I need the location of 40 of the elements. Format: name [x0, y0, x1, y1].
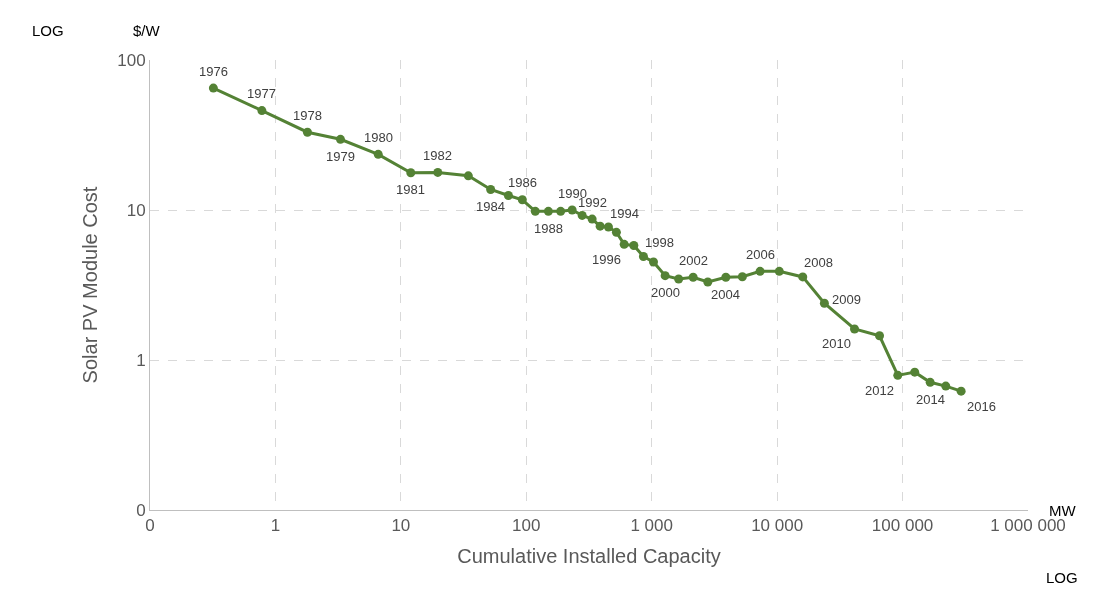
annotation: 2008 — [804, 255, 833, 270]
annotation: 1979 — [326, 149, 355, 164]
text: MW — [1049, 502, 1077, 519]
annotation: 2010 — [822, 336, 851, 351]
text: $/W — [133, 22, 161, 39]
x-tick-label: 100 — [512, 516, 541, 536]
annotation: 1982 — [423, 148, 452, 163]
annotation: 2004 — [711, 287, 740, 302]
annotation: 2009 — [832, 292, 861, 307]
x-tick-label: 10 000 — [751, 516, 804, 536]
annotation: 1988 — [534, 221, 563, 236]
x-tick-label: 100 000 — [871, 516, 934, 536]
annotation: 1996 — [592, 252, 621, 267]
text: LOG — [32, 22, 64, 39]
x-axis-title: Cumulative Installed Capacity — [457, 544, 721, 567]
y-tick-label: 100 — [117, 50, 146, 70]
annotation: 1980 — [364, 130, 393, 145]
annotation: 1977 — [247, 86, 276, 101]
annotation: 2006 — [746, 247, 775, 262]
x-tick-label: 1 000 — [630, 516, 673, 536]
annotation: 1994 — [610, 206, 639, 221]
x-tick-label: 1 — [270, 516, 281, 536]
y-tick-label: 1 — [136, 350, 146, 370]
annotation: 2000 — [651, 285, 680, 300]
y-tick-label: 10 — [126, 200, 146, 220]
y-axis-title: Solar PV Module Cost — [78, 186, 101, 384]
annotation: 1986 — [508, 175, 537, 190]
annotation: 2016 — [967, 399, 996, 414]
x-tick-label: 10 — [391, 516, 411, 536]
annotation: 1981 — [396, 182, 425, 197]
annotation: 1978 — [293, 108, 322, 123]
annotation: 2002 — [679, 253, 708, 268]
text: LOG — [1046, 569, 1078, 586]
annotation: 1998 — [645, 235, 674, 250]
annotation: 1976 — [199, 64, 228, 79]
y-tick-label: 0 — [136, 500, 146, 520]
annotation: 2012 — [865, 383, 894, 398]
annotation: 1984 — [476, 199, 505, 214]
x-tick-label: 1 000 000 — [990, 516, 1066, 536]
annotation: 2014 — [916, 392, 945, 407]
